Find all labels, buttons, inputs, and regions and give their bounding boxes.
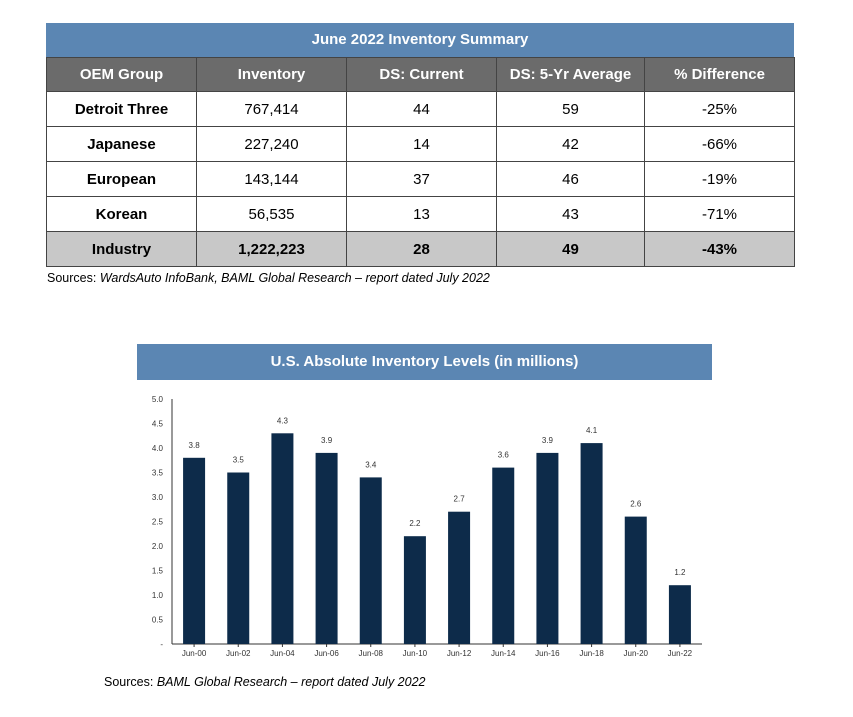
x-tick-label: Jun-18: [579, 649, 604, 658]
y-tick-label: 1.5: [152, 567, 164, 576]
x-tick-label: Jun-14: [491, 649, 516, 658]
bar: [624, 516, 647, 644]
data-label: 3.4: [365, 460, 377, 469]
inventory-table: OEM Group Inventory DS: Current DS: 5-Yr…: [46, 57, 795, 267]
source-text: WardsAuto InfoBank, BAML Global Research…: [99, 271, 490, 285]
header-inventory: Inventory: [196, 57, 347, 92]
data-label: 1.2: [674, 568, 686, 577]
cell-inventory: 1,222,223: [196, 231, 347, 267]
bar: [359, 477, 382, 644]
y-tick-label: 5.0: [152, 395, 164, 404]
cell-ds-current: 14: [346, 126, 497, 162]
y-tick-label: 0.5: [152, 616, 164, 625]
data-label: 3.8: [189, 441, 201, 450]
table-row: Japanese 227,240 14 42 -66%: [46, 126, 795, 162]
source-text: BAML Global Research – report dated July…: [156, 675, 426, 689]
x-tick-label: Jun-16: [535, 649, 560, 658]
cell-ds-5yr-average: 59: [496, 91, 645, 127]
cell-ds-current: 28: [346, 231, 497, 267]
cell-pct-difference: -66%: [644, 126, 795, 162]
data-label: 4.3: [277, 416, 289, 425]
cell-pct-difference: -43%: [644, 231, 795, 267]
data-label: 2.7: [454, 495, 466, 504]
x-tick-label: Jun-20: [624, 649, 649, 658]
table-row: Detroit Three 767,414 44 59 -25%: [46, 91, 795, 127]
bar: [580, 443, 603, 644]
bar: [536, 452, 559, 644]
bar: [183, 457, 206, 644]
data-label: 3.9: [542, 436, 554, 445]
table-header-row: OEM Group Inventory DS: Current DS: 5-Yr…: [46, 57, 795, 92]
x-tick-label: Jun-00: [182, 649, 207, 658]
cell-ds-5yr-average: 42: [496, 126, 645, 162]
cell-ds-5yr-average: 43: [496, 196, 645, 232]
x-tick-label: Jun-12: [447, 649, 472, 658]
cell-pct-difference: -19%: [644, 161, 795, 197]
bar: [668, 585, 691, 644]
data-label: 2.2: [409, 519, 421, 528]
x-tick-label: Jun-02: [226, 649, 251, 658]
y-tick-label: 2.0: [152, 542, 164, 551]
table-source-note: Sources: WardsAuto InfoBank, BAML Global…: [47, 271, 490, 285]
cell-oem-group: Korean: [46, 196, 197, 232]
bar: [227, 472, 250, 644]
cell-oem-group: Industry: [46, 231, 197, 267]
header-ds-current: DS: Current: [346, 57, 497, 92]
header-oem-group: OEM Group: [46, 57, 197, 92]
cell-ds-current: 37: [346, 161, 497, 197]
chart-source-note: Sources: BAML Global Research – report d…: [104, 675, 426, 689]
cell-oem-group: Detroit Three: [46, 91, 197, 127]
y-tick-label: 4.0: [152, 444, 164, 453]
cell-pct-difference: -71%: [644, 196, 795, 232]
inventory-bar-chart: - 0.5 1.0 1.5 2.0 2.5 3.0 3.5 4.0 4.5 5.0 3.8 Jun-00…: [152, 395, 702, 658]
table-row: Korean 56,535 13 43 -71%: [46, 196, 795, 232]
header-pct-difference: % Difference: [644, 57, 795, 92]
cell-oem-group: European: [46, 161, 197, 197]
y-tick-label: 4.5: [152, 420, 164, 429]
cell-inventory: 56,535: [196, 196, 347, 232]
data-label: 3.9: [321, 436, 333, 445]
cell-pct-difference: -25%: [644, 91, 795, 127]
bar: [271, 433, 294, 644]
cell-inventory: 767,414: [196, 91, 347, 127]
y-tick-label: 1.0: [152, 591, 164, 600]
table-total-row: Industry 1,222,223 28 49 -43%: [46, 231, 795, 267]
cell-oem-group: Japanese: [46, 126, 197, 162]
table-title: June 2022 Inventory Summary: [46, 23, 794, 57]
source-prefix: Sources:: [104, 675, 157, 689]
chart-title: U.S. Absolute Inventory Levels (in milli…: [137, 344, 712, 380]
cell-inventory: 143,144: [196, 161, 347, 197]
x-tick-label: Jun-22: [668, 649, 693, 658]
y-tick-label: 3.0: [152, 493, 164, 502]
cell-ds-5yr-average: 49: [496, 231, 645, 267]
inventory-summary: June 2022 Inventory Summary OEM Group In…: [46, 23, 795, 267]
data-label: 3.6: [498, 451, 510, 460]
bar: [315, 452, 338, 644]
data-label: 4.1: [586, 426, 598, 435]
cell-ds-5yr-average: 46: [496, 161, 645, 197]
y-tick-label: 2.5: [152, 518, 164, 527]
cell-ds-current: 13: [346, 196, 497, 232]
data-label: 2.6: [630, 500, 642, 509]
x-tick-label: Jun-06: [314, 649, 339, 658]
bar: [448, 511, 471, 644]
bar: [403, 536, 426, 644]
data-label: 3.5: [233, 456, 245, 465]
cell-ds-current: 44: [346, 91, 497, 127]
y-tick-label: 3.5: [152, 469, 164, 478]
source-prefix: Sources:: [47, 271, 100, 285]
y-tick-label: -: [160, 640, 163, 649]
x-tick-label: Jun-10: [403, 649, 428, 658]
bar: [492, 467, 515, 644]
table-row: European 143,144 37 46 -19%: [46, 161, 795, 197]
x-tick-label: Jun-08: [359, 649, 384, 658]
x-tick-label: Jun-04: [270, 649, 295, 658]
cell-inventory: 227,240: [196, 126, 347, 162]
header-ds-5yr-average: DS: 5-Yr Average: [496, 57, 645, 92]
